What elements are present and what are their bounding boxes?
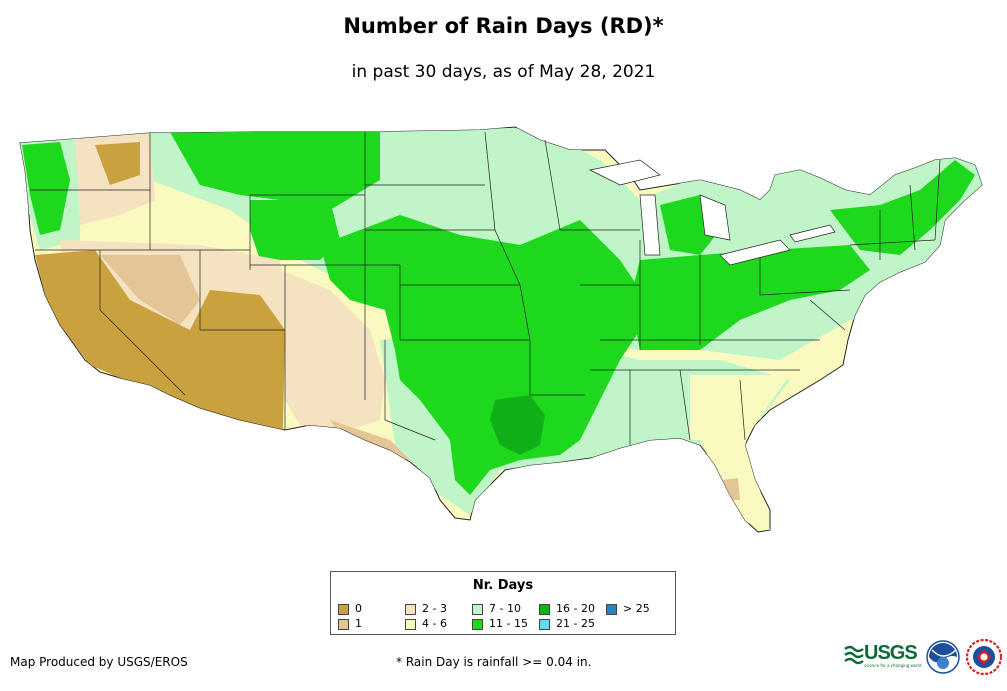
legend: Nr. Days 0 1 2 - 3 4 - 6 7 - 10 11 - 15 …: [330, 571, 676, 635]
legend-label-2-3: 2 - 3: [422, 602, 447, 615]
legend-swatch-4-6: [405, 619, 416, 630]
legend-label-11-15: 11 - 15: [489, 617, 528, 630]
region-0-idaho-patch: [95, 142, 140, 185]
region-4-6-southeast: [690, 375, 790, 440]
usgs-wave-icon: [844, 645, 864, 665]
map-subtitle: in past 30 days, as of May 28, 2021: [351, 62, 656, 82]
region-1-nevada: [100, 255, 200, 325]
map-credit: Map Produced by USGS/EROS: [10, 655, 188, 669]
legend-swatch-11-15: [472, 619, 483, 630]
map-title: Number of Rain Days (RD)*: [343, 14, 664, 38]
region-0-california-arizona: [35, 250, 285, 430]
legend-swatch-1: [338, 619, 349, 630]
rain-days-map: [19, 126, 983, 533]
noaa-logo-icon: [926, 640, 960, 674]
agency-logos: USGS science for a changing world: [844, 639, 1004, 675]
legend-swatch-21-25: [539, 619, 550, 630]
state-boundaries: [30, 131, 941, 445]
legend-label-over-25: > 25: [623, 602, 650, 615]
legend-swatch-16-20: [539, 604, 550, 615]
legend-title: Nr. Days: [472, 578, 534, 593]
usgs-logo: USGS science for a changing world: [844, 642, 922, 670]
legend-label-21-25: 21 - 25: [556, 617, 595, 630]
legend-swatch-2-3: [405, 604, 416, 615]
region-11-15-northern-plains: [170, 132, 380, 210]
legend-label-7-10: 7 - 10: [489, 602, 521, 615]
usgs-tagline: science for a changing world: [864, 663, 922, 668]
nws-logo-icon: [966, 639, 1002, 675]
legend-swatch-0: [338, 604, 349, 615]
legend-label-1: 1: [355, 617, 362, 630]
region-1-texas-west: [330, 420, 410, 460]
region-16-20-texas-louisiana: [490, 395, 545, 455]
region-2-3-high-plains: [280, 270, 385, 430]
region-11-15-wyoming: [250, 200, 340, 260]
region-11-15-washington: [22, 142, 70, 235]
legend-label-16-20: 16 - 20: [556, 602, 595, 615]
legend-swatch-over-25: [606, 604, 617, 615]
great-lakes: [588, 159, 836, 266]
region-11-15-ohio-valley: [630, 245, 870, 350]
legend-swatch-7-10: [472, 604, 483, 615]
rain-day-definition-note: * Rain Day is rainfall >= 0.04 in.: [396, 655, 592, 669]
usgs-wordmark: USGS: [864, 642, 918, 664]
legend-label-4-6: 4 - 6: [422, 617, 447, 630]
legend-label-0: 0: [355, 602, 362, 615]
